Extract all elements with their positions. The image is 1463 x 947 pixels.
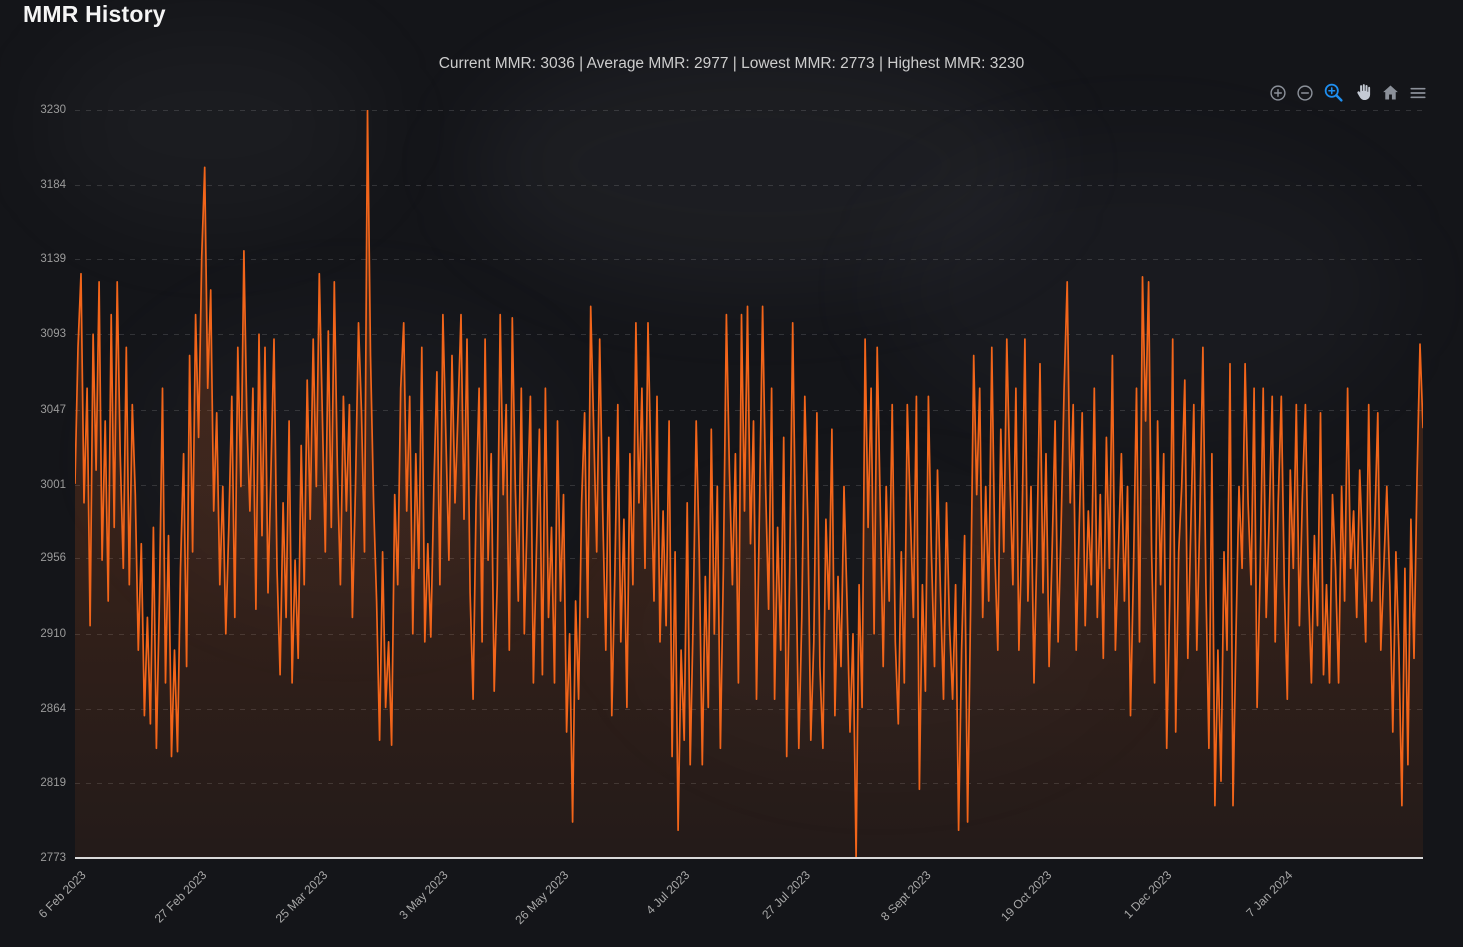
x-tick-label: 26 May 2023 (512, 868, 572, 927)
y-tick-label: 3230 (40, 104, 66, 116)
x-tick-label: 27 Feb 2023 (151, 868, 210, 926)
y-tick-label: 3139 (40, 252, 66, 265)
chart-toolbar (1269, 82, 1427, 103)
mmr-series-plot (75, 110, 1423, 858)
h-gridline (75, 185, 1423, 187)
selection-zoom-icon[interactable] (1323, 82, 1344, 103)
x-axis-labels: 6 Feb 2023 27 Feb 2023 25 Mar 2023 3 May 20… (36, 862, 1423, 947)
x-tick-label: 27 Jul 2023 (758, 868, 813, 922)
y-tick-label: 3184 (40, 179, 66, 192)
x-tick-label: 8 Sept 2023 (877, 868, 934, 924)
x-tick-label: 25 Mar 2023 (272, 868, 331, 926)
y-tick-label: 2773 (40, 852, 66, 864)
x-tick-label: 1 Dec 2023 (1121, 868, 1175, 922)
zoom-out-icon[interactable] (1296, 84, 1314, 102)
y-tick-label: 3093 (40, 328, 66, 341)
y-tick-label: 2956 (40, 552, 66, 565)
y-tick-label: 3047 (40, 403, 66, 416)
x-tick-label: 3 May 2023 (396, 868, 451, 923)
menu-icon[interactable] (1409, 84, 1427, 102)
x-tick-label: 6 Feb 2023 (36, 868, 89, 921)
y-tick-label: 2819 (40, 776, 66, 789)
mmr-line (75, 110, 1423, 858)
y-tick-label: 2864 (40, 703, 66, 716)
home-reset-icon[interactable] (1381, 83, 1400, 102)
h-gridline (75, 110, 1423, 111)
x-tick-label: 7 Jan 2024 (1243, 868, 1296, 920)
y-tick-label: 2910 (40, 627, 66, 640)
page-title: MMR History (23, 1, 166, 27)
x-tick-label: 19 Oct 2023 (997, 868, 1055, 925)
y-tick-label: 3001 (40, 478, 66, 491)
zoom-in-icon[interactable] (1269, 84, 1287, 102)
h-gridline (75, 334, 1423, 336)
x-axis-line (75, 857, 1423, 859)
mmr-history-chart[interactable] (75, 110, 1423, 859)
pan-hand-icon[interactable] (1353, 83, 1372, 102)
y-axis-labels: 2773 2819 2864 2910 2956 3001 3047 3093 3139 3184… (0, 104, 66, 864)
x-tick-label: 4 Jul 2023 (643, 868, 693, 918)
h-gridline (75, 258, 1423, 260)
stats-summary: Current MMR: 3036 | Average MMR: 2977 | … (438, 55, 1025, 72)
